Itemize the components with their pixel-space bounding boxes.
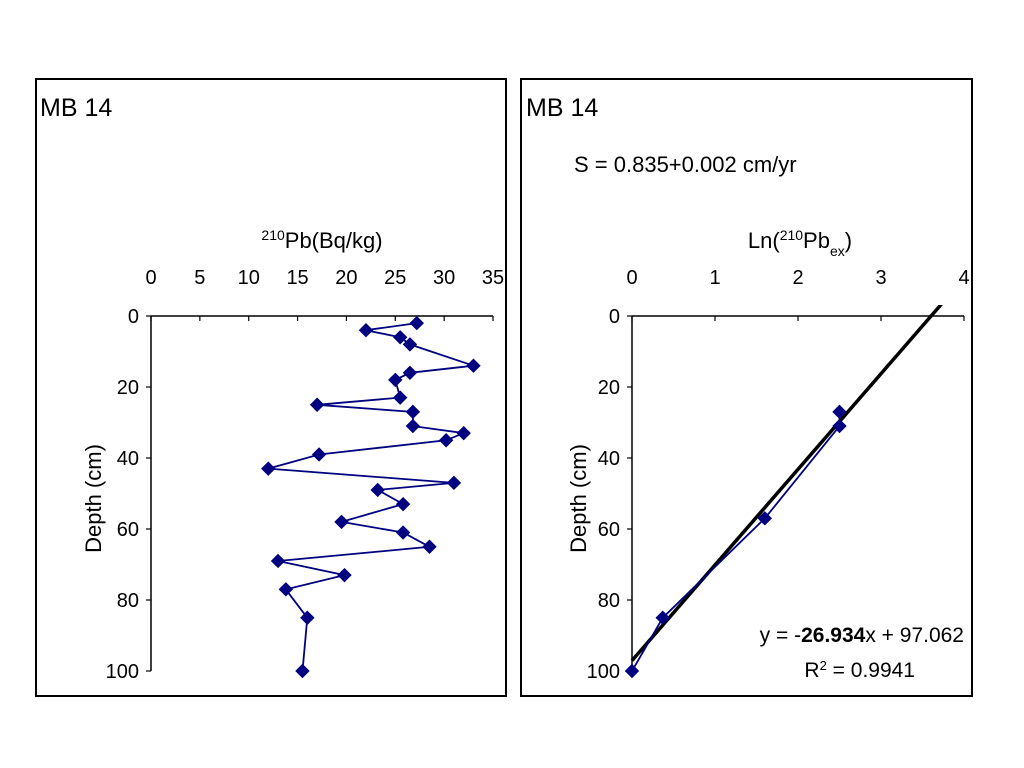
y-tick-label: 100 — [106, 661, 139, 683]
data-point-diamond — [446, 475, 462, 491]
data-point-diamond — [438, 433, 454, 448]
y-tick-label: 80 — [598, 590, 620, 612]
data-point-diamond — [358, 322, 374, 338]
y-tick-label: 40 — [598, 448, 620, 470]
data-point-diamond — [295, 663, 310, 679]
x-tick-label: 10 — [238, 267, 260, 289]
x-axis-label-superscript: 210 — [780, 227, 804, 243]
y-tick-label: 80 — [117, 590, 139, 612]
left-chart: 0 5 10 15 20 25 30 35 0 20 40 60 80 100 Depth (cm) 210P… — [81, 227, 504, 683]
x-tick-label: 3 — [875, 267, 886, 289]
data-point-diamond — [395, 525, 411, 540]
x-tick-label: 0 — [145, 267, 156, 289]
data-point-diamond — [395, 496, 411, 512]
x-tick-label: 0 — [626, 267, 637, 289]
trendline-equation: y = -26.934x + 97.062 — [760, 624, 964, 647]
data-point-diamond — [402, 365, 418, 381]
x-axis-label: 210Pb(Bq/kg) — [261, 227, 382, 253]
data-point-diamond — [311, 447, 327, 462]
data-point-diamond — [422, 539, 437, 554]
data-point-diamond — [624, 663, 640, 679]
y-tick-label: 40 — [117, 448, 139, 470]
trendline-equation-prefix: y = - — [760, 624, 801, 647]
data-point-diamond — [370, 482, 385, 498]
trendline-equation-slope: 26.934 — [801, 624, 866, 647]
data-point-diamond — [456, 425, 471, 441]
y-tick-label: 0 — [609, 306, 620, 328]
x-tick-label: 1 — [709, 267, 720, 289]
data-point-diamond — [409, 315, 424, 331]
data-point-diamond — [405, 404, 421, 420]
data-point-diamond — [270, 553, 286, 569]
data-point-diamond — [388, 372, 403, 388]
x-tick-label: 15 — [286, 267, 308, 289]
y-tick-label: 60 — [117, 519, 139, 541]
data-point-diamond — [278, 582, 294, 597]
r-squared-prefix: R — [804, 659, 819, 682]
data-point-diamond — [337, 567, 352, 583]
y-tick-label: 100 — [587, 661, 620, 683]
data-point-diamond — [309, 397, 325, 412]
trendline-r-squared: R2 = 0.9941 — [804, 658, 915, 683]
y-tick-label: 60 — [598, 519, 620, 541]
trendline — [630, 305, 943, 662]
y-axis-label: Depth (cm) — [566, 444, 591, 553]
x-tick-label: 25 — [384, 267, 406, 289]
data-point-diamond — [466, 358, 481, 373]
left-chart-panel — [35, 78, 507, 697]
x-tick-label: 4 — [958, 267, 969, 289]
x-tick-label: 5 — [194, 267, 205, 289]
x-tick-label: 30 — [433, 267, 455, 289]
x-axis-label-subscript: ex — [830, 243, 845, 259]
data-point-diamond — [402, 337, 418, 352]
x-axis-label-suffix: ) — [845, 228, 852, 253]
data-point-diamond — [334, 514, 349, 530]
x-tick-label: 20 — [335, 267, 357, 289]
y-axis-label: Depth (cm) — [81, 444, 106, 553]
data-point-diamond — [405, 418, 421, 434]
left-chart-title: MB 14 — [40, 94, 113, 122]
x-axis-label: Ln(210Pbex) — [748, 227, 852, 259]
r-squared-value: = 0.9941 — [827, 659, 915, 682]
data-point-diamond — [832, 404, 847, 420]
y-tick-label: 20 — [598, 377, 620, 399]
data-point-diamond — [261, 461, 276, 476]
data-point-diamond — [300, 610, 315, 625]
series-line — [268, 322, 474, 672]
data-point-diamond — [757, 511, 773, 526]
x-tick-label: 2 — [792, 267, 803, 289]
data-point-diamond — [392, 330, 408, 345]
x-axis-label-main: Pb(Bq/kg) — [285, 228, 383, 253]
right-chart-panel — [520, 78, 973, 697]
data-point-diamond — [392, 390, 408, 405]
sedimentation-rate-annotation: S = 0.835+0.002 cm/yr — [574, 152, 797, 177]
trendline-equation-suffix: x + 97.062 — [865, 624, 964, 647]
x-axis-label-main: Pb — [803, 228, 830, 253]
right-chart-title: MB 14 — [526, 94, 599, 122]
data-point-diamond — [832, 418, 847, 434]
x-tick-label: 35 — [482, 267, 504, 289]
y-tick-label: 0 — [128, 306, 139, 328]
r-squared-superscript: 2 — [820, 658, 827, 673]
x-axis-label-superscript: 210 — [261, 227, 285, 243]
data-point-diamond — [655, 610, 670, 625]
x-axis-label-prefix: Ln( — [748, 228, 780, 253]
y-tick-label: 20 — [117, 377, 139, 399]
